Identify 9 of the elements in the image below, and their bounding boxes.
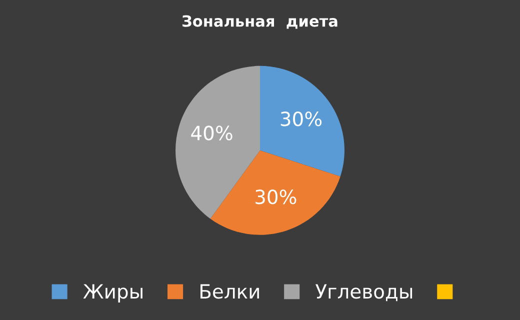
data-label: 40% [191, 126, 232, 140]
pie-slice [210, 150, 340, 235]
legend-label: Углеводы [316, 284, 412, 302]
chart-title: Зональная диета [182, 15, 338, 29]
data-label: 30% [280, 112, 322, 126]
pie-slice [260, 66, 344, 177]
legend-label: Белки [200, 284, 259, 299]
data-label: 30% [256, 190, 296, 204]
legend-label: Жиры [83, 284, 142, 302]
